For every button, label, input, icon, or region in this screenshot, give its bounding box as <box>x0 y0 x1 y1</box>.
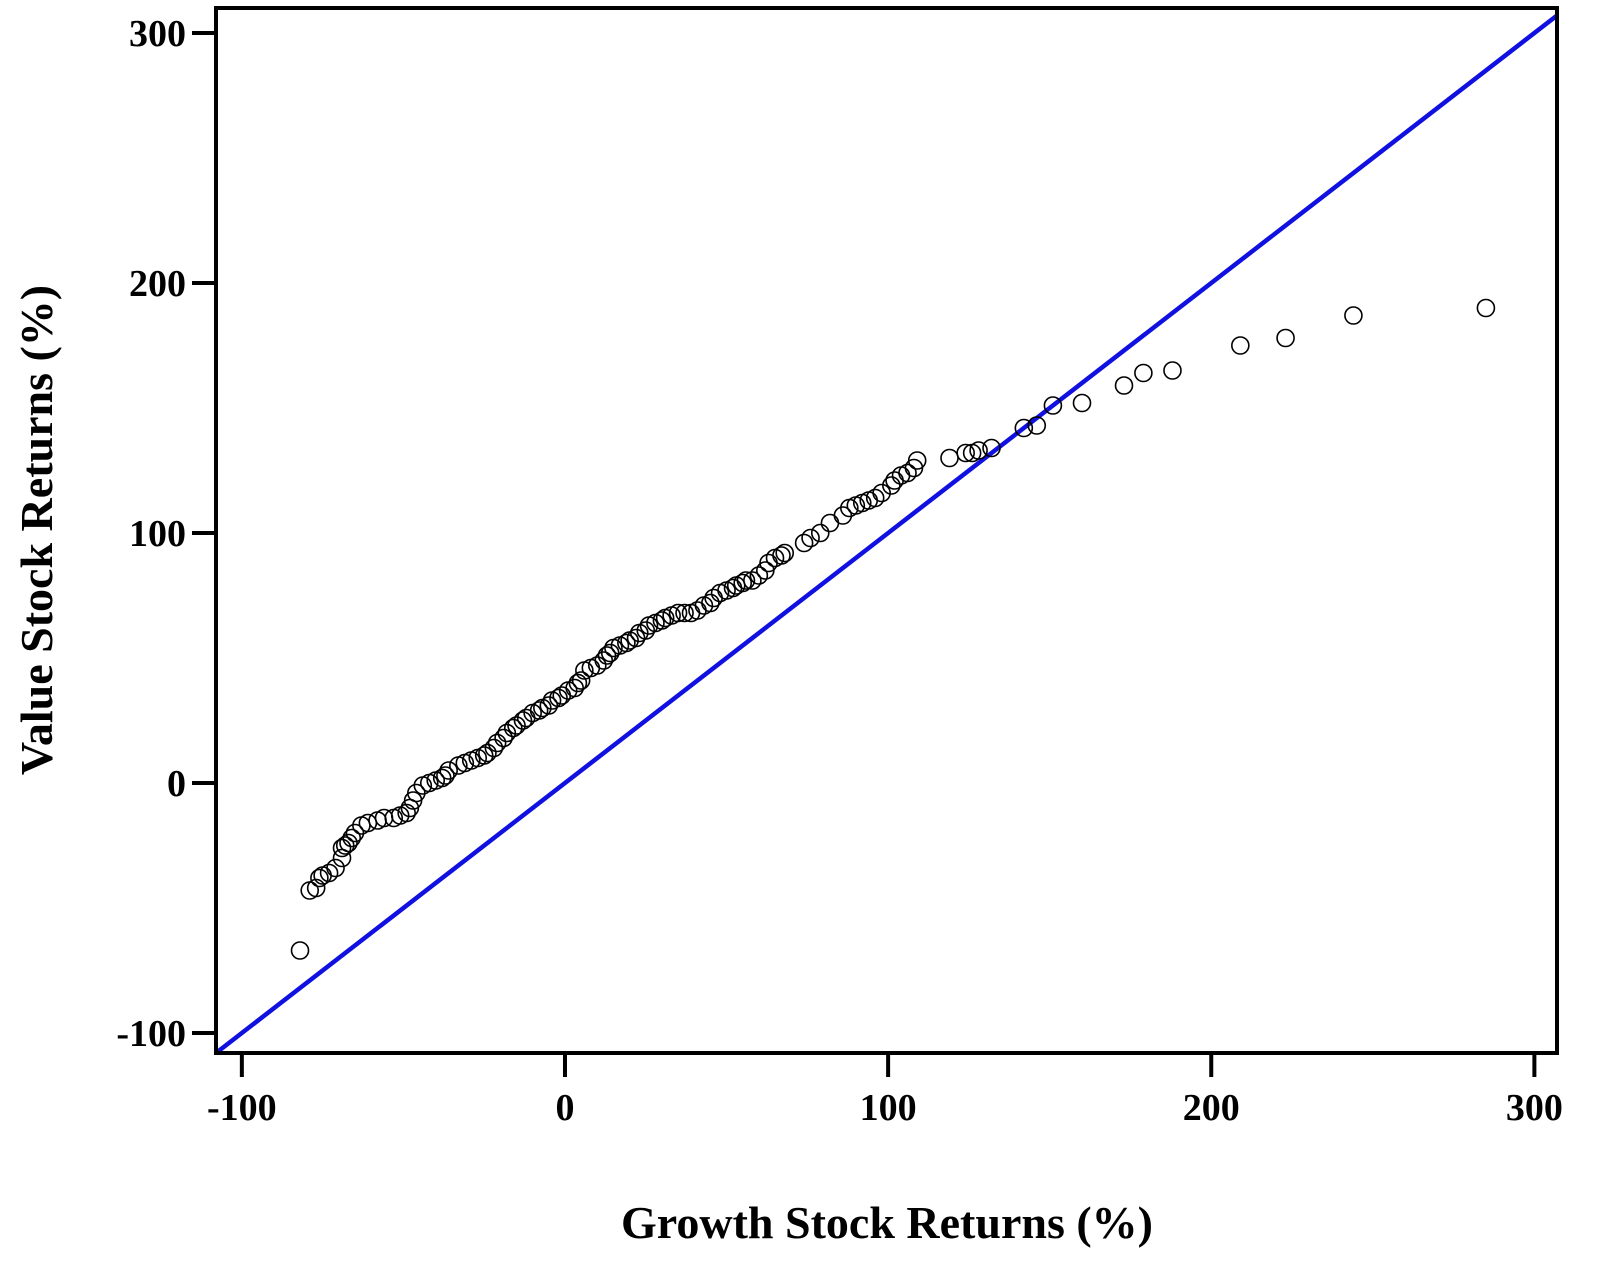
data-point <box>587 656 607 675</box>
data-point <box>636 621 656 640</box>
data-point <box>701 593 720 613</box>
data-point <box>439 761 458 780</box>
y-tick-label: 0 <box>167 763 186 805</box>
reference-line-layer <box>214 13 1559 1055</box>
data-point <box>1231 336 1250 355</box>
identity-reference-line <box>214 13 1559 1055</box>
data-point <box>775 543 795 563</box>
data-point <box>668 603 688 623</box>
y-tick-label: 200 <box>129 263 186 305</box>
x-tick-label: 200 <box>1183 1087 1240 1129</box>
data-point <box>1163 361 1182 380</box>
data-point <box>342 828 362 848</box>
data-point <box>568 673 588 693</box>
data-point <box>1027 416 1047 435</box>
data-point <box>801 528 820 548</box>
data-point <box>310 868 329 888</box>
data-point <box>617 633 636 653</box>
data-point <box>865 488 885 508</box>
data-point <box>626 628 646 648</box>
data-point <box>907 451 927 470</box>
data-point <box>882 476 901 495</box>
data-point <box>1276 328 1295 348</box>
data-point <box>497 723 517 743</box>
data-point <box>1134 363 1153 383</box>
data-point <box>549 688 568 708</box>
x-tick-label: -100 <box>207 1087 277 1129</box>
data-point <box>872 483 891 503</box>
data-point <box>1344 306 1363 325</box>
y-axis-title: Value Stock Returns (%) <box>11 285 62 775</box>
data-point <box>652 611 672 630</box>
y-axis: -100 0 100 200 300 <box>116 13 216 1055</box>
data-point <box>956 443 975 463</box>
x-tick-label: 300 <box>1506 1087 1563 1129</box>
data-point <box>487 733 507 753</box>
data-point <box>474 746 494 765</box>
data-point <box>571 671 591 690</box>
data-point <box>982 438 1001 458</box>
data-point <box>969 441 988 460</box>
data-points-layer <box>290 298 1496 960</box>
data-point <box>743 571 762 590</box>
x-tick-label: 0 <box>555 1087 574 1129</box>
y-tick-label: 300 <box>129 13 186 55</box>
data-point <box>529 701 549 720</box>
data-point <box>898 463 917 483</box>
data-point <box>319 863 339 883</box>
data-point <box>290 941 310 960</box>
data-point <box>733 573 753 593</box>
data-point <box>539 696 559 715</box>
x-tick-label: 100 <box>860 1087 917 1129</box>
x-axis: -100 0 100 200 300 <box>207 1053 1563 1129</box>
data-point <box>794 533 814 553</box>
data-point <box>494 728 513 748</box>
data-point <box>600 643 620 663</box>
x-axis-title: Growth Stock Returns (%) <box>621 1197 1153 1248</box>
data-point <box>1476 298 1496 318</box>
data-point <box>306 878 326 898</box>
data-point <box>503 718 523 738</box>
y-tick-label: 100 <box>129 513 186 555</box>
data-point <box>772 546 791 565</box>
data-point <box>736 571 756 590</box>
y-tick-label: -100 <box>116 1013 186 1055</box>
data-point <box>810 523 830 543</box>
data-point <box>478 743 497 763</box>
data-point <box>339 833 358 853</box>
data-point <box>332 838 352 858</box>
data-point <box>1072 393 1092 413</box>
data-point <box>484 738 504 758</box>
data-point <box>1114 376 1134 395</box>
data-point <box>513 711 533 730</box>
data-point <box>1043 396 1063 415</box>
data-point <box>749 566 769 585</box>
data-point <box>436 766 455 785</box>
data-point <box>397 803 416 823</box>
data-point <box>326 858 345 878</box>
data-point <box>675 603 694 623</box>
data-point <box>507 716 526 735</box>
data-point <box>1014 418 1034 438</box>
